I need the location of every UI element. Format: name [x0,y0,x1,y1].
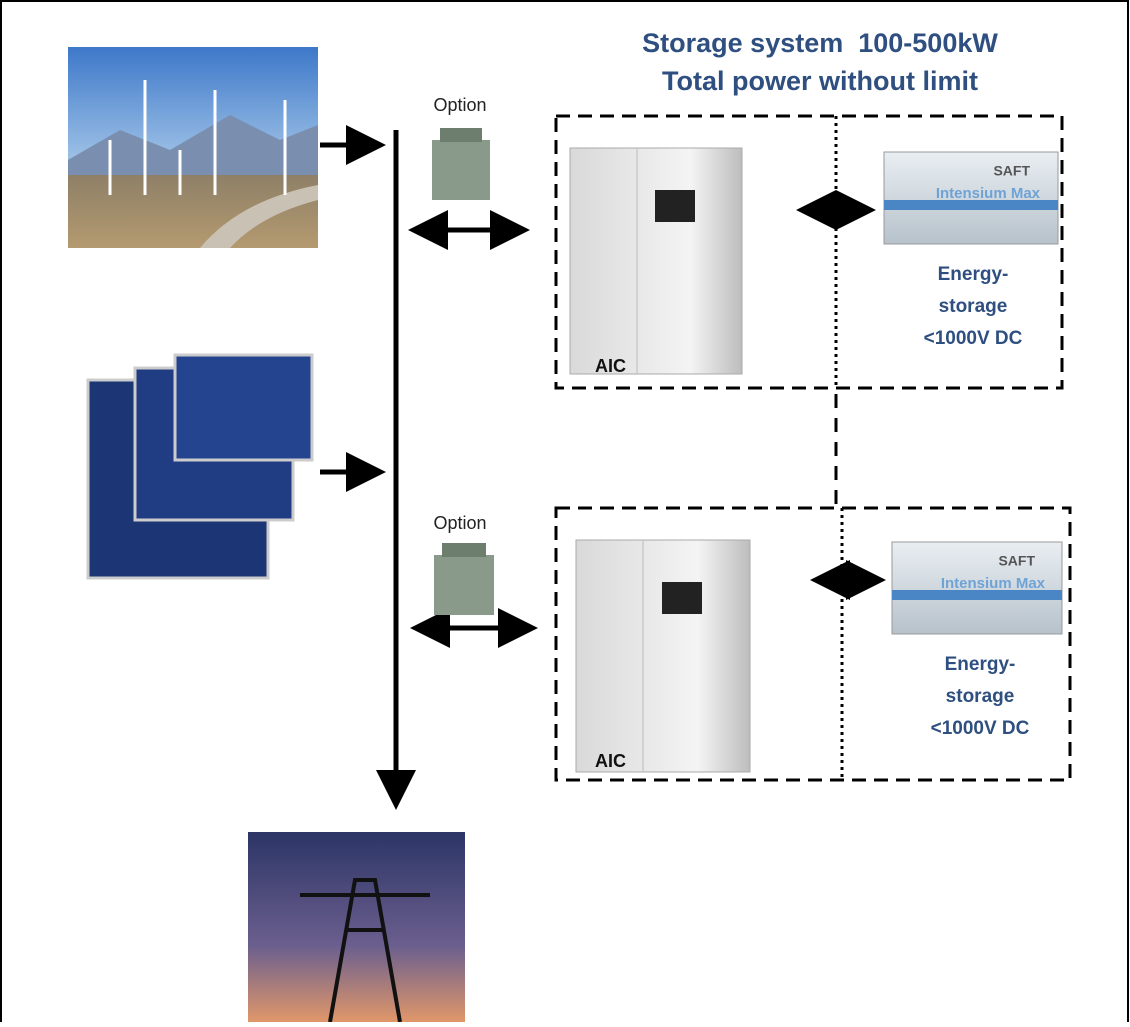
diagram: Storage system 100-500kW Total power wit… [0,0,1130,1022]
container-brand: SAFT [998,553,1035,569]
title: Storage system 100-500kW [642,28,998,58]
storage-label: Energy- [938,264,1009,285]
storage-label: <1000V DC [931,718,1030,739]
storage-label: <1000V DC [924,328,1023,349]
grid-image [248,832,465,1022]
converter-label: AIC [595,356,626,376]
wind-image [68,47,318,248]
storage-label: storage [946,686,1015,707]
container-brand: SAFT [993,163,1030,179]
storage-label: storage [939,296,1008,317]
option-label: Option [433,95,486,115]
option-label: Option [433,513,486,533]
converter-label: AIC [595,751,626,771]
storage-label: Energy- [945,654,1016,675]
container-product: Intensium Max [941,575,1046,592]
title: Total power without limit [662,66,978,96]
converter-cabinet [570,148,742,374]
transformer [434,543,494,615]
solar-image [88,355,312,578]
converter-cabinet [576,540,750,772]
transformer [432,128,490,200]
container-product: Intensium Max [936,185,1041,202]
